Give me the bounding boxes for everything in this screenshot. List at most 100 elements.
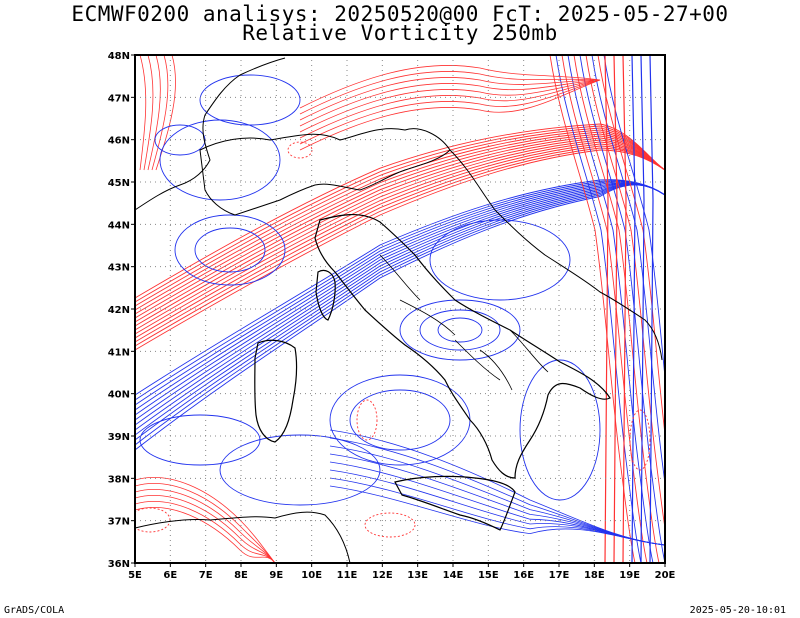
negative-vorticity-contour xyxy=(603,55,665,382)
lat-label: 44N xyxy=(108,220,130,231)
lat-label: 45N xyxy=(108,178,130,189)
positive-vorticity-contour xyxy=(135,489,276,563)
lon-label: 7E xyxy=(199,570,213,581)
negative-vorticity-contour xyxy=(159,119,281,201)
positive-vorticity-contour xyxy=(364,512,416,538)
lat-label: 41N xyxy=(108,347,130,358)
positive-vorticity-contour xyxy=(613,55,618,563)
negative-vorticity-contour xyxy=(135,183,665,431)
lon-label: 15E xyxy=(478,570,499,581)
positive-vorticity-contour xyxy=(135,137,665,327)
lon-label: 16E xyxy=(513,570,534,581)
positive-vorticity-contour xyxy=(135,143,665,339)
negative-vorticity-contour xyxy=(135,180,665,401)
lon-label: 8E xyxy=(234,570,248,581)
negative-vorticity-contour xyxy=(135,179,665,396)
positive-vorticity-contour xyxy=(135,125,665,303)
longitude-labels: 5E 6E 7E 8E 9E 10E 11E 12E 13E 14E 15E 16E 17E 18E 19E… xyxy=(128,570,675,581)
alps-border xyxy=(199,128,451,216)
france-border xyxy=(135,57,286,211)
lon-label: 14E xyxy=(443,570,464,581)
lon-label: 13E xyxy=(407,570,428,581)
positive-vorticity-contour xyxy=(622,55,627,563)
positive-vorticity-contour xyxy=(604,55,609,563)
negative-vorticity-contour xyxy=(429,219,571,301)
lat-label: 47N xyxy=(108,93,130,104)
lat-label: 46N xyxy=(108,136,130,147)
positive-vorticity-contour xyxy=(299,79,601,145)
vorticity-contours xyxy=(135,55,665,563)
corsica-outline xyxy=(315,269,336,321)
lat-label: 43N xyxy=(108,263,130,274)
lat-label: 48N xyxy=(108,51,130,62)
positive-vorticity-contour xyxy=(299,79,601,151)
positive-vorticity-contour xyxy=(299,65,601,109)
lon-label: 20E xyxy=(655,570,676,581)
positive-vorticity-contour xyxy=(573,55,660,563)
negative-vorticity-contour xyxy=(649,55,654,563)
italian-regions xyxy=(379,254,549,391)
negative-vorticity-contour xyxy=(174,214,286,286)
negative-vorticity-contour xyxy=(519,359,601,501)
negative-vorticity-contour xyxy=(219,434,381,506)
north-africa-coast xyxy=(135,511,351,563)
lon-label: 17E xyxy=(549,570,570,581)
lat-label: 40N xyxy=(108,390,130,401)
negative-vorticity-contour xyxy=(199,74,301,126)
italy-outline xyxy=(314,213,611,479)
lon-label: 19E xyxy=(619,570,640,581)
negative-vorticity-contour xyxy=(579,55,665,563)
positive-vorticity-contour xyxy=(135,149,665,351)
positive-vorticity-contour xyxy=(143,55,154,171)
negative-vorticity-contour xyxy=(329,485,665,546)
lat-label: 37N xyxy=(108,517,130,528)
negative-vorticity-contour xyxy=(640,55,645,563)
positive-vorticity-contour xyxy=(629,409,651,471)
negative-vorticity-contour xyxy=(135,184,665,441)
positive-vorticity-contour xyxy=(585,55,665,532)
positive-vorticity-contour xyxy=(135,477,276,563)
positive-vorticity-contour xyxy=(135,145,665,343)
negative-vorticity-contour xyxy=(194,227,266,273)
negative-vorticity-contour xyxy=(591,55,665,488)
positive-vorticity-contour xyxy=(299,79,601,139)
map-title: ECMWF0200 analisys: 20250520@00 FcT: 202… xyxy=(71,2,729,26)
lon-label: 5E xyxy=(128,570,142,581)
lat-lon-grid xyxy=(135,55,665,563)
lat-label: 38N xyxy=(108,474,130,485)
negative-vorticity-contour xyxy=(631,55,636,563)
balkan-coast xyxy=(449,149,663,361)
positive-vorticity-contour xyxy=(299,79,601,127)
negative-vorticity-contour xyxy=(419,309,501,351)
positive-vorticity-contour xyxy=(135,123,665,299)
positive-vorticity-contour xyxy=(135,135,665,323)
positive-vorticity-contour xyxy=(147,55,161,171)
negative-vorticity-contour xyxy=(139,414,261,466)
lon-label: 9E xyxy=(269,570,283,581)
positive-vorticity-contour xyxy=(135,507,276,563)
lon-label: 6E xyxy=(163,570,177,581)
negative-vorticity-contour xyxy=(555,55,642,563)
negative-vorticity-contour xyxy=(135,183,665,436)
map-subtitle: Relative Vorticity 250mb xyxy=(242,21,558,45)
lat-label: 36N xyxy=(108,559,130,570)
lat-label: 42N xyxy=(108,305,130,316)
negative-vorticity-contour xyxy=(135,180,665,406)
positive-vorticity-contour xyxy=(597,55,665,439)
lon-label: 11E xyxy=(337,570,358,581)
positive-vorticity-contour xyxy=(299,79,601,133)
positive-vorticity-contour xyxy=(135,127,665,307)
positive-vorticity-contour xyxy=(299,71,601,115)
axis-ticks xyxy=(131,54,666,567)
positive-vorticity-contour xyxy=(135,495,276,563)
render-timestamp: 2025-05-20-10:01 xyxy=(689,605,786,616)
positive-vorticity-contour xyxy=(356,399,378,441)
coastlines-and-borders xyxy=(135,57,663,563)
positive-vorticity-contour xyxy=(151,55,169,171)
negative-vorticity-contour xyxy=(135,182,665,421)
positive-vorticity-contour xyxy=(549,55,636,563)
positive-vorticity-contour xyxy=(135,147,665,347)
positive-vorticity-contour xyxy=(135,133,665,319)
negative-vorticity-contour xyxy=(567,55,654,563)
